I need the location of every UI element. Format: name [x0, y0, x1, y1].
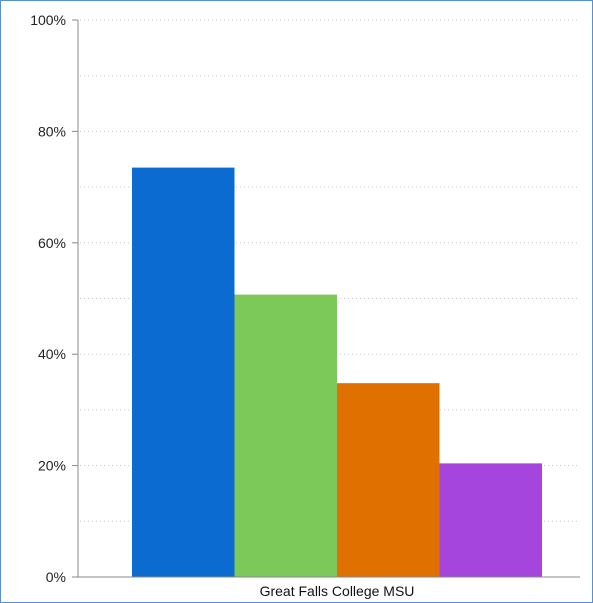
x-category-label: Great Falls College MSU: [260, 583, 415, 599]
axes: [72, 19, 580, 578]
y-tick-label: 40%: [38, 346, 66, 362]
bar-series-3: [337, 383, 440, 577]
bar-series-1: [132, 167, 235, 578]
axis-labels: 0% 20% 40% 60% 80% 100% Great Falls College MS…: [30, 12, 414, 599]
y-tick-label: 60%: [38, 235, 66, 251]
bar-series-4: [439, 463, 542, 577]
y-tick-label: 0%: [46, 569, 66, 585]
bars: [132, 167, 542, 578]
bar-series-2: [234, 294, 337, 577]
y-tick-label: 80%: [38, 123, 66, 139]
y-tick-label: 100%: [30, 12, 66, 28]
y-tick-label: 20%: [38, 458, 66, 474]
